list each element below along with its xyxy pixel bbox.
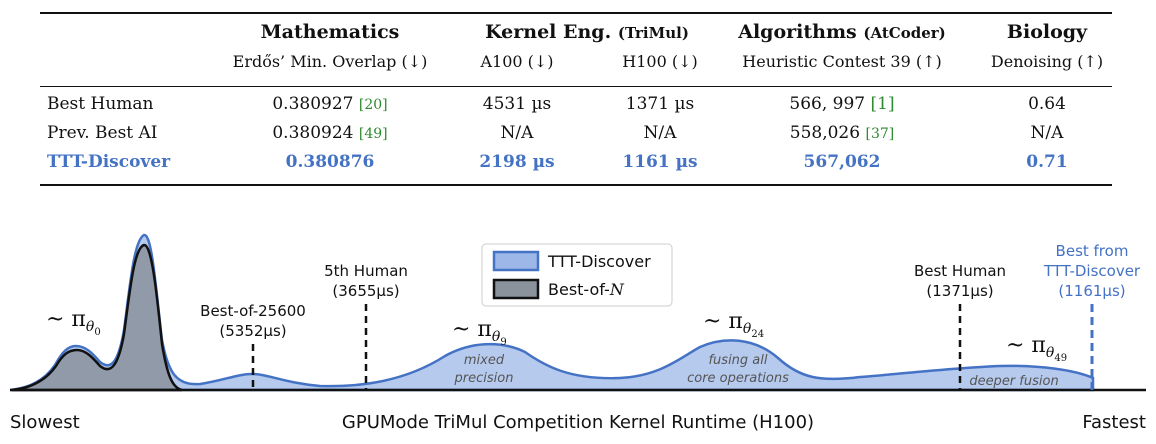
policy-label: ~ πθ49 <box>1006 333 1067 364</box>
table-top-rule <box>40 12 1112 14</box>
policy-label: ~ πθ9 <box>452 317 507 348</box>
table-cell: N/A <box>643 123 677 143</box>
header-biology: Biology <box>1006 21 1088 43</box>
annotation-label: precision <box>454 371 514 386</box>
marker-label: (5352µs) <box>219 322 286 340</box>
legend-label-ttt: TTT-Discover <box>547 252 651 271</box>
table-cell: 0.71 <box>1026 152 1068 172</box>
annotation-label: mixed <box>464 353 505 368</box>
subheader-denoising: Denoising (↑) <box>990 52 1104 71</box>
legend-label-bon: Best-of-N <box>548 280 625 299</box>
marker-label: (1161µs) <box>1058 282 1125 300</box>
table-cell: 4531 µs <box>482 94 552 114</box>
subheader-h100: H100 (↓) <box>622 52 698 71</box>
table-cell: 558,026 [37] <box>789 123 895 143</box>
marker-label: Best from <box>1056 242 1129 260</box>
legend-swatch-bon <box>492 278 540 300</box>
table-bottom-rule <box>40 184 1112 186</box>
table-cell: 2198 µs <box>479 152 555 172</box>
table-cell: 567,062 <box>803 152 881 172</box>
row-label-best-human: Best Human <box>47 94 154 114</box>
table-cell: 0.64 <box>1028 94 1066 114</box>
marker-label: (3655µs) <box>332 282 399 300</box>
marker-label: (1371µs) <box>926 282 993 300</box>
annotation-label: fusing all <box>708 353 767 368</box>
table-mid-rule <box>40 86 1112 87</box>
policy-label: ~ πθ0 <box>46 307 101 338</box>
table-cell: 0.380927 [20] <box>272 94 388 114</box>
best-of-n-distribution <box>11 243 183 392</box>
header-mathematics: Mathematics <box>260 21 400 43</box>
row-label-ttt-discover: TTT-Discover <box>47 152 171 172</box>
marker-label: Best Human <box>914 262 1006 280</box>
subheader-erdos: Erdős’ Min. Overlap (↓) <box>232 52 428 71</box>
citation[interactable]: [49] <box>358 126 388 142</box>
marker-label: 5th Human <box>324 262 408 280</box>
annotation-label: deeper fusion <box>969 374 1058 389</box>
table-cell: N/A <box>500 123 534 143</box>
table-cell: 1371 µs <box>625 94 695 114</box>
policy-label: ~ πθ24 <box>703 309 764 340</box>
marker-label: Best-of-25600 <box>200 302 306 320</box>
header-algorithms: Algorithms (AtCoder) <box>738 21 946 43</box>
legend-swatch-ttt <box>492 250 540 272</box>
axis-label-slowest: Slowest <box>10 412 80 433</box>
subheader-heuristic: Heuristic Contest 39 (↑) <box>742 52 942 71</box>
subheader-a100: A100 (↓) <box>480 52 554 71</box>
legend: TTT-Discover Best-of-N <box>481 243 673 307</box>
table-cell: 0.380924 [49] <box>272 123 388 143</box>
table-cell: 1161 µs <box>622 152 698 172</box>
citation[interactable]: [20] <box>358 97 388 113</box>
header-kernel-eng: Kernel Eng. (TriMul) <box>485 21 689 43</box>
table-cell: 566, 997 [1] <box>789 94 895 114</box>
table-cell: 0.380876 <box>285 152 375 172</box>
citation[interactable]: [37] <box>865 126 895 142</box>
axis-label-fastest: Fastest <box>1082 412 1146 433</box>
annotation-label: core operations <box>687 371 789 386</box>
axis-title: GPUMode TriMul Competition Kernel Runtim… <box>342 412 814 433</box>
row-label-prev-best-ai: Prev. Best AI <box>47 123 158 143</box>
table-cell: N/A <box>1030 123 1064 143</box>
marker-label: TTT-Discover <box>1043 262 1141 280</box>
citation[interactable]: [1] <box>870 94 895 114</box>
